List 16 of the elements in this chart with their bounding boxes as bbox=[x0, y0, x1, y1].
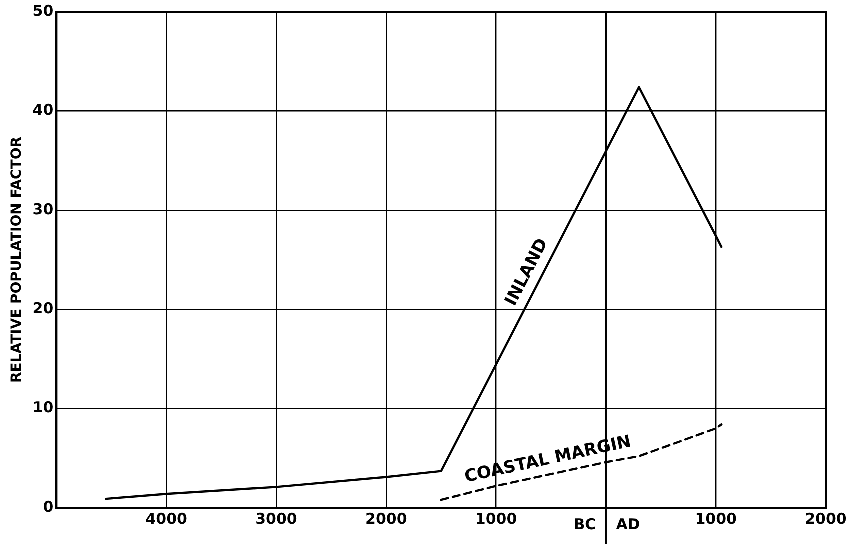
y-tick-label: 20 bbox=[32, 299, 54, 318]
y-tick-label: 10 bbox=[32, 398, 54, 417]
x-tick-label: 4000 bbox=[146, 510, 188, 528]
text: AD bbox=[616, 515, 640, 534]
x-tick-label: 2000 bbox=[366, 510, 408, 528]
x-tick-label: 1000 bbox=[695, 510, 737, 528]
y-axis-title: RELATIVE POPULATION FACTOR bbox=[9, 136, 26, 384]
text: COASTAL MARGIN bbox=[462, 432, 634, 488]
text: BC bbox=[574, 515, 596, 534]
x-tick-label: 2000 bbox=[805, 510, 847, 528]
y-tick-label: 50 bbox=[32, 2, 54, 20]
y-tick-label: 0 bbox=[43, 498, 54, 516]
x-tick-label: 1000 bbox=[475, 510, 518, 528]
x-tick-label: 3000 bbox=[256, 510, 298, 528]
y-tick-label: 30 bbox=[32, 200, 54, 218]
y-tick-label: 40 bbox=[32, 101, 54, 120]
